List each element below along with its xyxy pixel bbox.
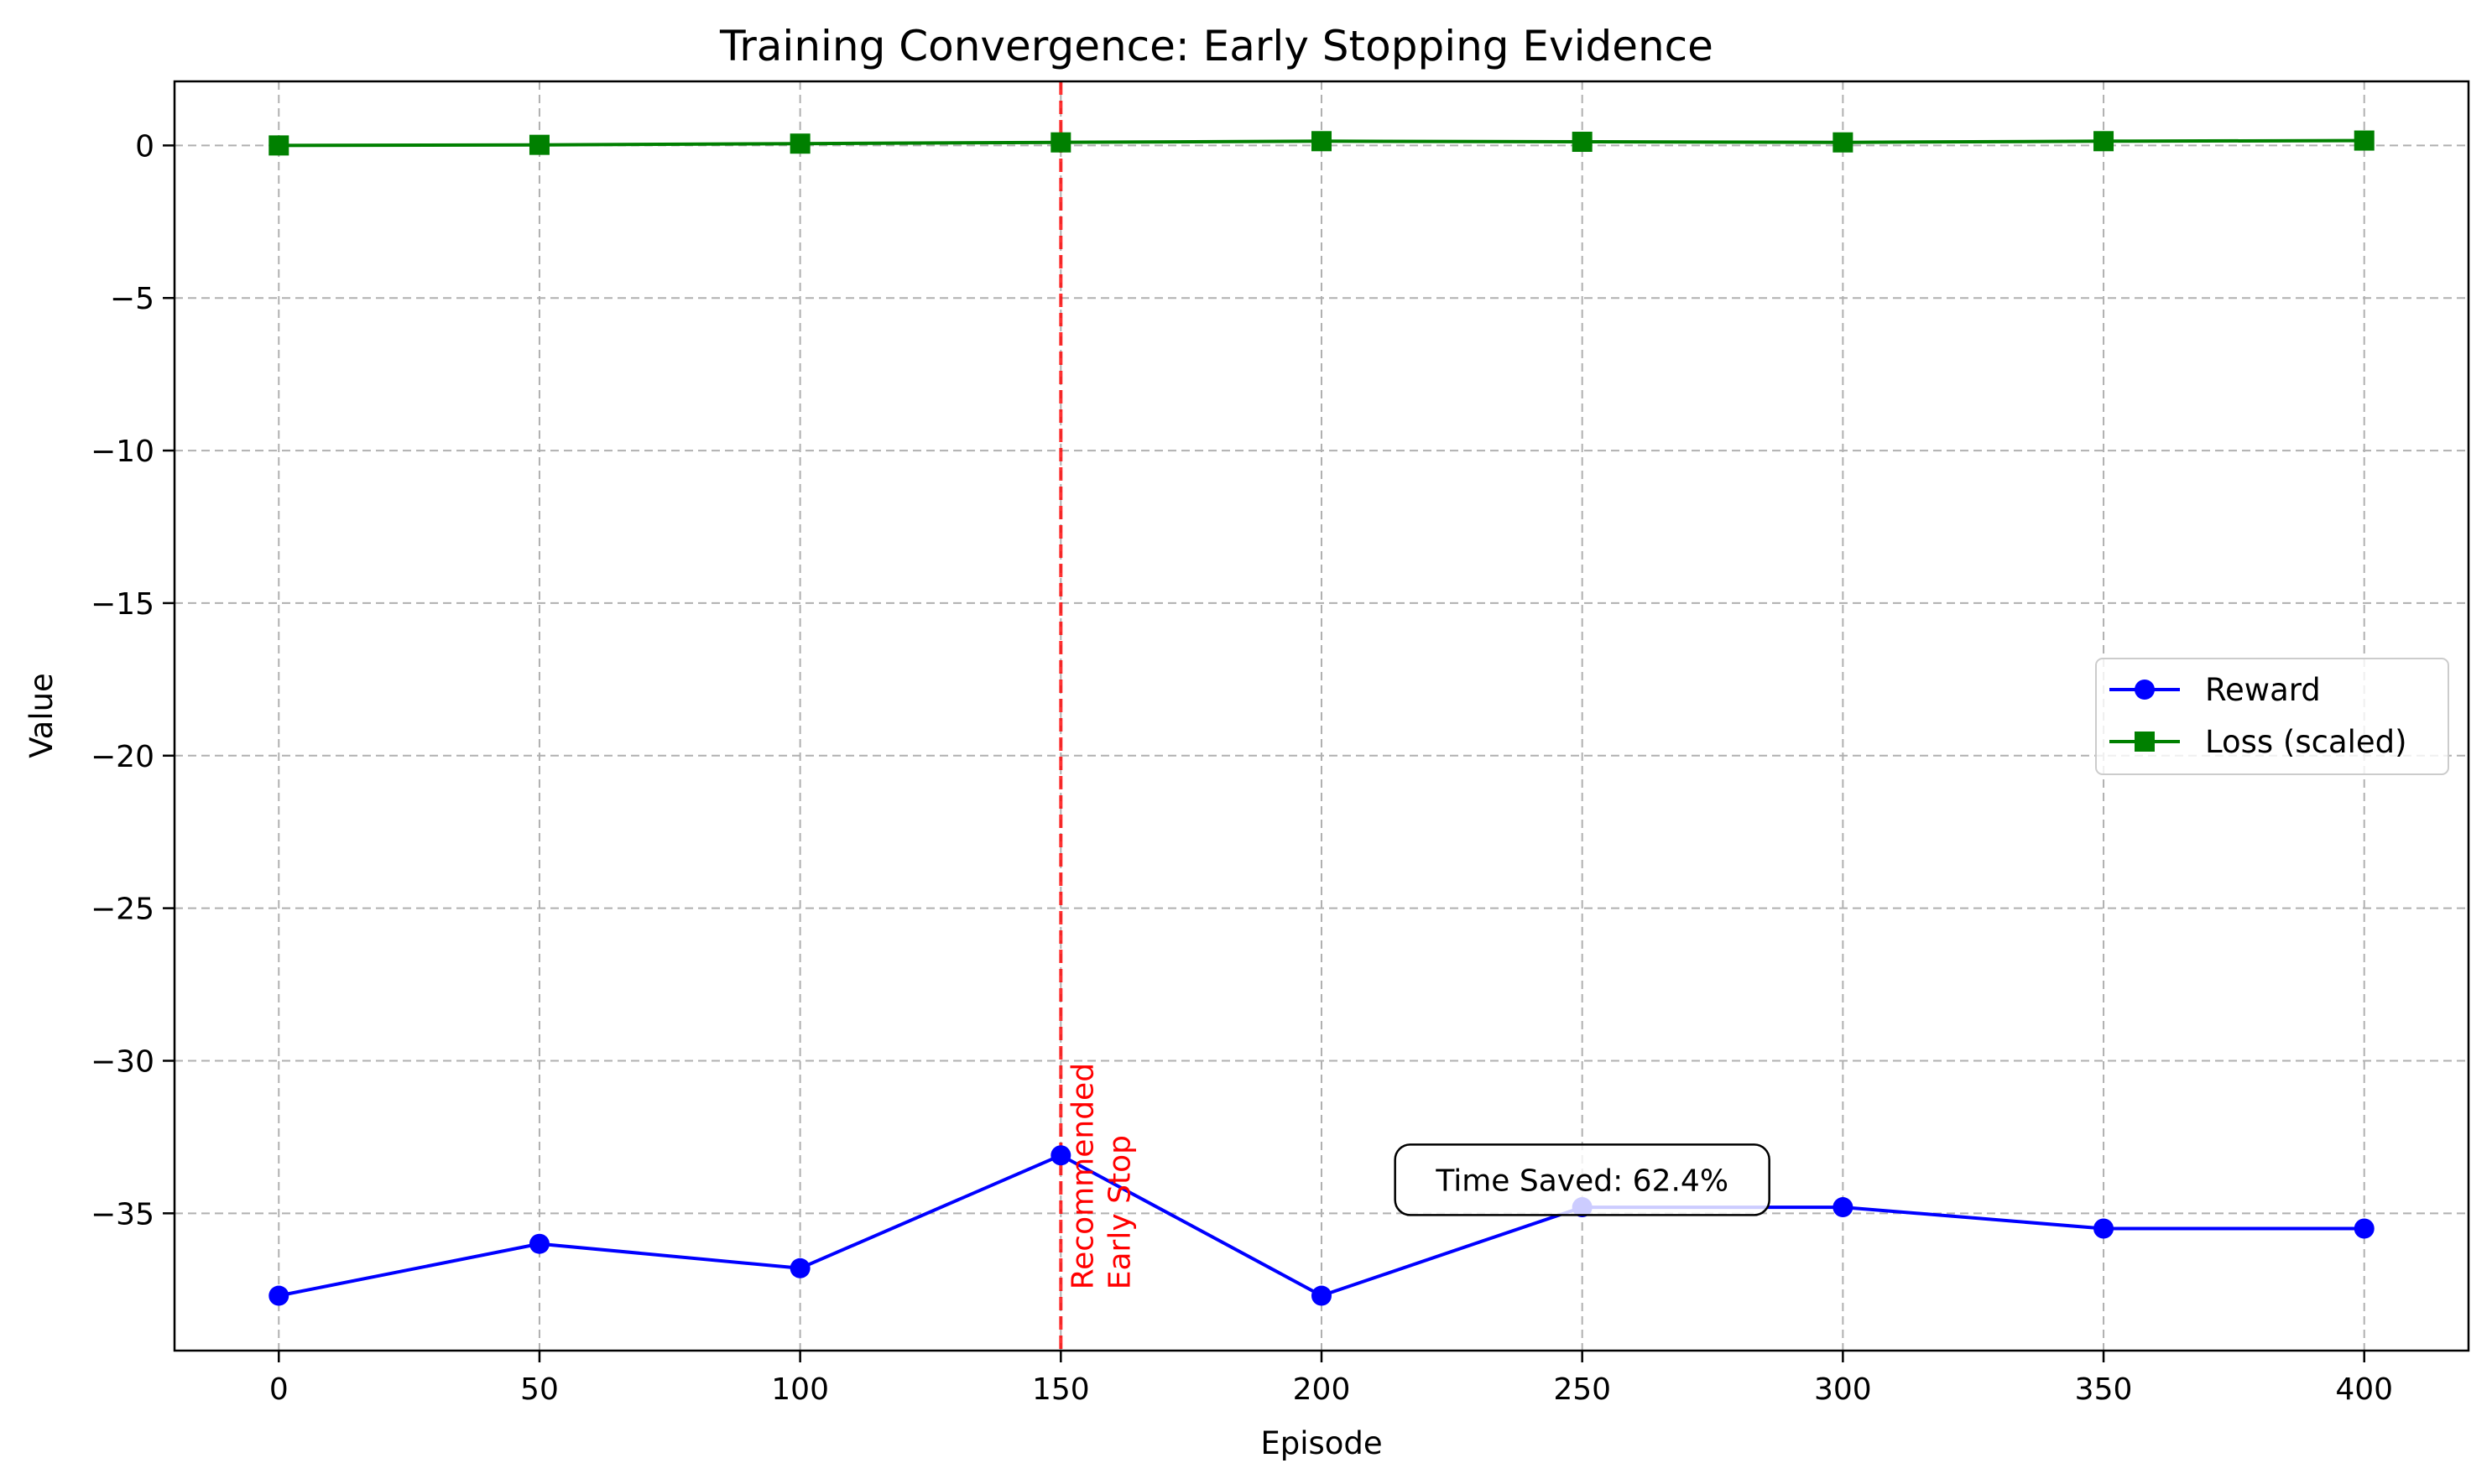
annotation-layer: Recommended Early Stop Time Saved: 62.4% [1066, 1063, 1770, 1289]
data-point [1833, 1197, 1853, 1218]
data-point [1050, 132, 1071, 153]
legend: Reward Loss (scaled) [2095, 658, 2449, 775]
legend-marker [2135, 680, 2155, 700]
y-tick-label: −15 [91, 587, 154, 622]
y-tick-label: −35 [91, 1197, 154, 1231]
data-point [1311, 1285, 1332, 1306]
data-point [1572, 132, 1593, 153]
data-point [2093, 131, 2114, 152]
x-tick-label: 100 [771, 1372, 829, 1407]
y-tick-label: 0 [135, 129, 154, 164]
x-tick-label: 250 [1553, 1372, 1611, 1407]
y-tick-label: −25 [91, 893, 154, 927]
legend-marker [2135, 732, 2155, 752]
data-point [790, 1257, 811, 1278]
y-tick-label: −10 [91, 435, 154, 469]
y-tick-label: −20 [91, 740, 154, 774]
y-tick-label: −30 [91, 1044, 154, 1079]
data-point [790, 133, 811, 154]
data-point [2093, 1218, 2114, 1239]
legend-box [2095, 658, 2449, 775]
y-axis-label: Value [23, 673, 60, 758]
early-stop-label: Early Stop [1103, 1135, 1137, 1289]
legend-label: Loss (scaled) [2205, 724, 2407, 760]
x-tick-label: 0 [269, 1372, 289, 1407]
data-point [268, 135, 289, 156]
x-axis-ticks: 0 50 100 150 200 250 300 350 400 [269, 1351, 2393, 1407]
data-point [2354, 130, 2375, 151]
x-tick-label: 400 [2335, 1372, 2393, 1407]
series-loss-scaled [268, 130, 2375, 156]
time-saved-box [1394, 1143, 1770, 1216]
y-tick-label: −5 [110, 282, 154, 316]
data-point [1050, 1145, 1071, 1166]
data-point [529, 134, 550, 155]
x-tick-label: 350 [2075, 1372, 2133, 1407]
y-axis-ticks: 0 −5 −10 −15 −20 −25 −30 −35 [91, 129, 175, 1231]
chart-title: Training Convergence: Early Stopping Evi… [719, 22, 1713, 70]
legend-item: Reward [2109, 672, 2321, 708]
data-point [529, 1233, 550, 1254]
data-point [1311, 131, 1332, 152]
data-point [1833, 132, 1853, 153]
x-axis-label: Episode [1260, 1425, 1382, 1461]
data-point [2354, 1218, 2375, 1239]
time-saved-text: Time Saved: 62.4% [1435, 1164, 1728, 1198]
early-stop-label: Recommended [1066, 1063, 1100, 1289]
data-point [268, 1285, 289, 1306]
x-tick-label: 150 [1032, 1372, 1090, 1407]
legend-item: Loss (scaled) [2109, 724, 2407, 760]
x-tick-label: 50 [520, 1372, 559, 1407]
x-tick-label: 200 [1293, 1372, 1351, 1407]
legend-label: Reward [2205, 672, 2321, 708]
x-tick-label: 300 [1814, 1372, 1872, 1407]
